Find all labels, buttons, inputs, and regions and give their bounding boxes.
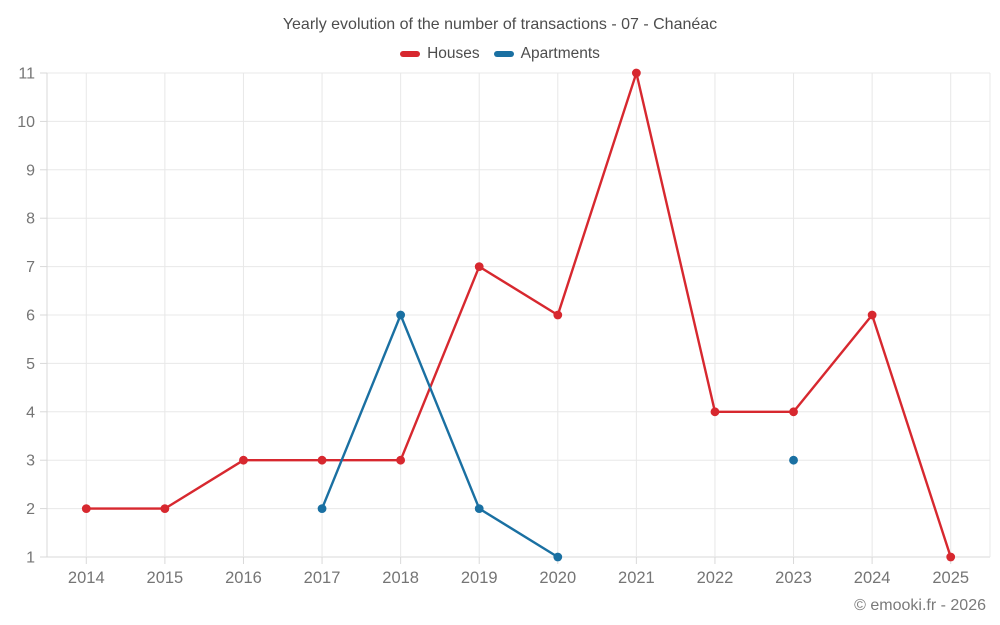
houses-point[interactable] [553,310,563,320]
y-tick-label: 4 [26,404,35,421]
legend-item-houses[interactable]: Houses [400,45,480,63]
houses-point[interactable] [867,310,877,320]
legend-item-apartments[interactable]: Apartments [493,45,600,63]
houses-point[interactable] [710,407,720,417]
y-tick-label: 8 [26,211,35,228]
apartments-point[interactable] [553,552,563,562]
houses-legend-label: Houses [427,45,480,62]
houses-point[interactable] [317,455,327,465]
y-tick-label: 7 [26,259,35,276]
x-tick-label: 2019 [461,569,498,587]
y-tick-label: 11 [18,66,35,83]
y-tick-label: 10 [17,114,35,131]
y-tick-label: 3 [26,453,35,470]
apartments-line [320,313,559,559]
x-tick-label: 2021 [618,569,655,587]
apartments-point[interactable] [789,455,798,465]
x-tick-label: 2014 [68,569,105,587]
houses-point[interactable] [396,455,406,465]
chart-title: Yearly evolution of the number of transa… [282,16,718,33]
legend: Houses Apartments [0,45,1000,63]
houses-legend-swatch-icon [400,51,421,57]
y-tick-label: 5 [26,356,35,373]
x-tick-label: 2023 [775,569,812,587]
y-tick-label: 1 [26,550,35,567]
copyright-label: © emooki.fr - 2026 [854,597,986,614]
houses-point[interactable] [789,407,798,417]
apartments-point[interactable] [474,504,484,513]
houses-point[interactable] [631,68,641,78]
x-tick-label: 2022 [697,569,734,587]
x-tick-label: 2016 [225,569,262,587]
y-tick-label: 9 [26,162,35,179]
y-tick-label: 2 [26,501,35,518]
x-tick-label: 2025 [932,569,969,587]
houses-point[interactable] [81,504,91,513]
houses-point[interactable] [474,262,484,271]
houses-point[interactable] [239,455,248,465]
houses-point[interactable] [160,504,170,513]
apartments-point[interactable] [396,310,406,320]
x-tick-label: 2015 [147,569,184,587]
x-tick-label: 2018 [382,569,419,587]
x-tick-label: 2024 [854,569,891,587]
houses-line [85,71,952,559]
apartments-point[interactable] [317,504,327,513]
y-tick-label: 6 [26,308,35,325]
x-tick-label: 2020 [539,569,576,587]
x-tick-label: 2017 [304,569,341,587]
apartments-legend-label: Apartments [520,45,600,62]
apartments-legend-swatch-icon [493,51,514,57]
houses-point[interactable] [946,552,956,562]
